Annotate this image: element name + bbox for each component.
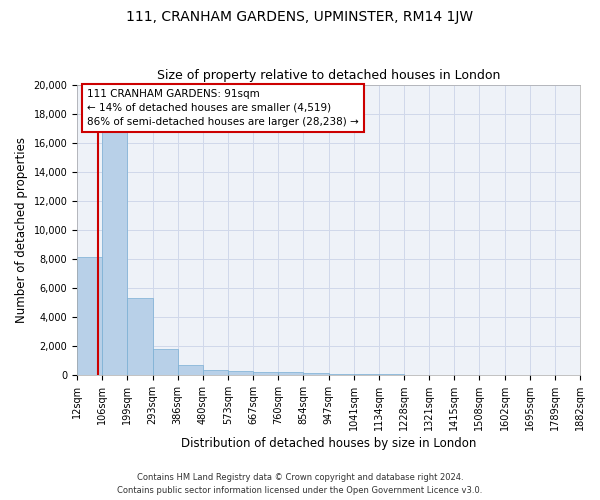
Bar bbox=[127, 298, 152, 375]
Bar bbox=[178, 364, 203, 375]
Bar bbox=[354, 374, 379, 375]
Bar bbox=[304, 373, 329, 375]
Bar bbox=[228, 371, 253, 375]
Bar bbox=[278, 372, 304, 375]
X-axis label: Distribution of detached houses by size in London: Distribution of detached houses by size … bbox=[181, 437, 476, 450]
Text: 111, CRANHAM GARDENS, UPMINSTER, RM14 1JW: 111, CRANHAM GARDENS, UPMINSTER, RM14 1J… bbox=[127, 10, 473, 24]
Bar bbox=[203, 370, 228, 375]
Y-axis label: Number of detached properties: Number of detached properties bbox=[15, 136, 28, 322]
Bar bbox=[77, 258, 102, 375]
Bar bbox=[329, 374, 354, 375]
Text: Contains HM Land Registry data © Crown copyright and database right 2024.
Contai: Contains HM Land Registry data © Crown c… bbox=[118, 474, 482, 495]
Text: 111 CRANHAM GARDENS: 91sqm
← 14% of detached houses are smaller (4,519)
86% of s: 111 CRANHAM GARDENS: 91sqm ← 14% of deta… bbox=[87, 89, 359, 127]
Bar bbox=[102, 132, 127, 375]
Bar bbox=[152, 350, 178, 375]
Title: Size of property relative to detached houses in London: Size of property relative to detached ho… bbox=[157, 69, 500, 82]
Bar bbox=[253, 372, 278, 375]
